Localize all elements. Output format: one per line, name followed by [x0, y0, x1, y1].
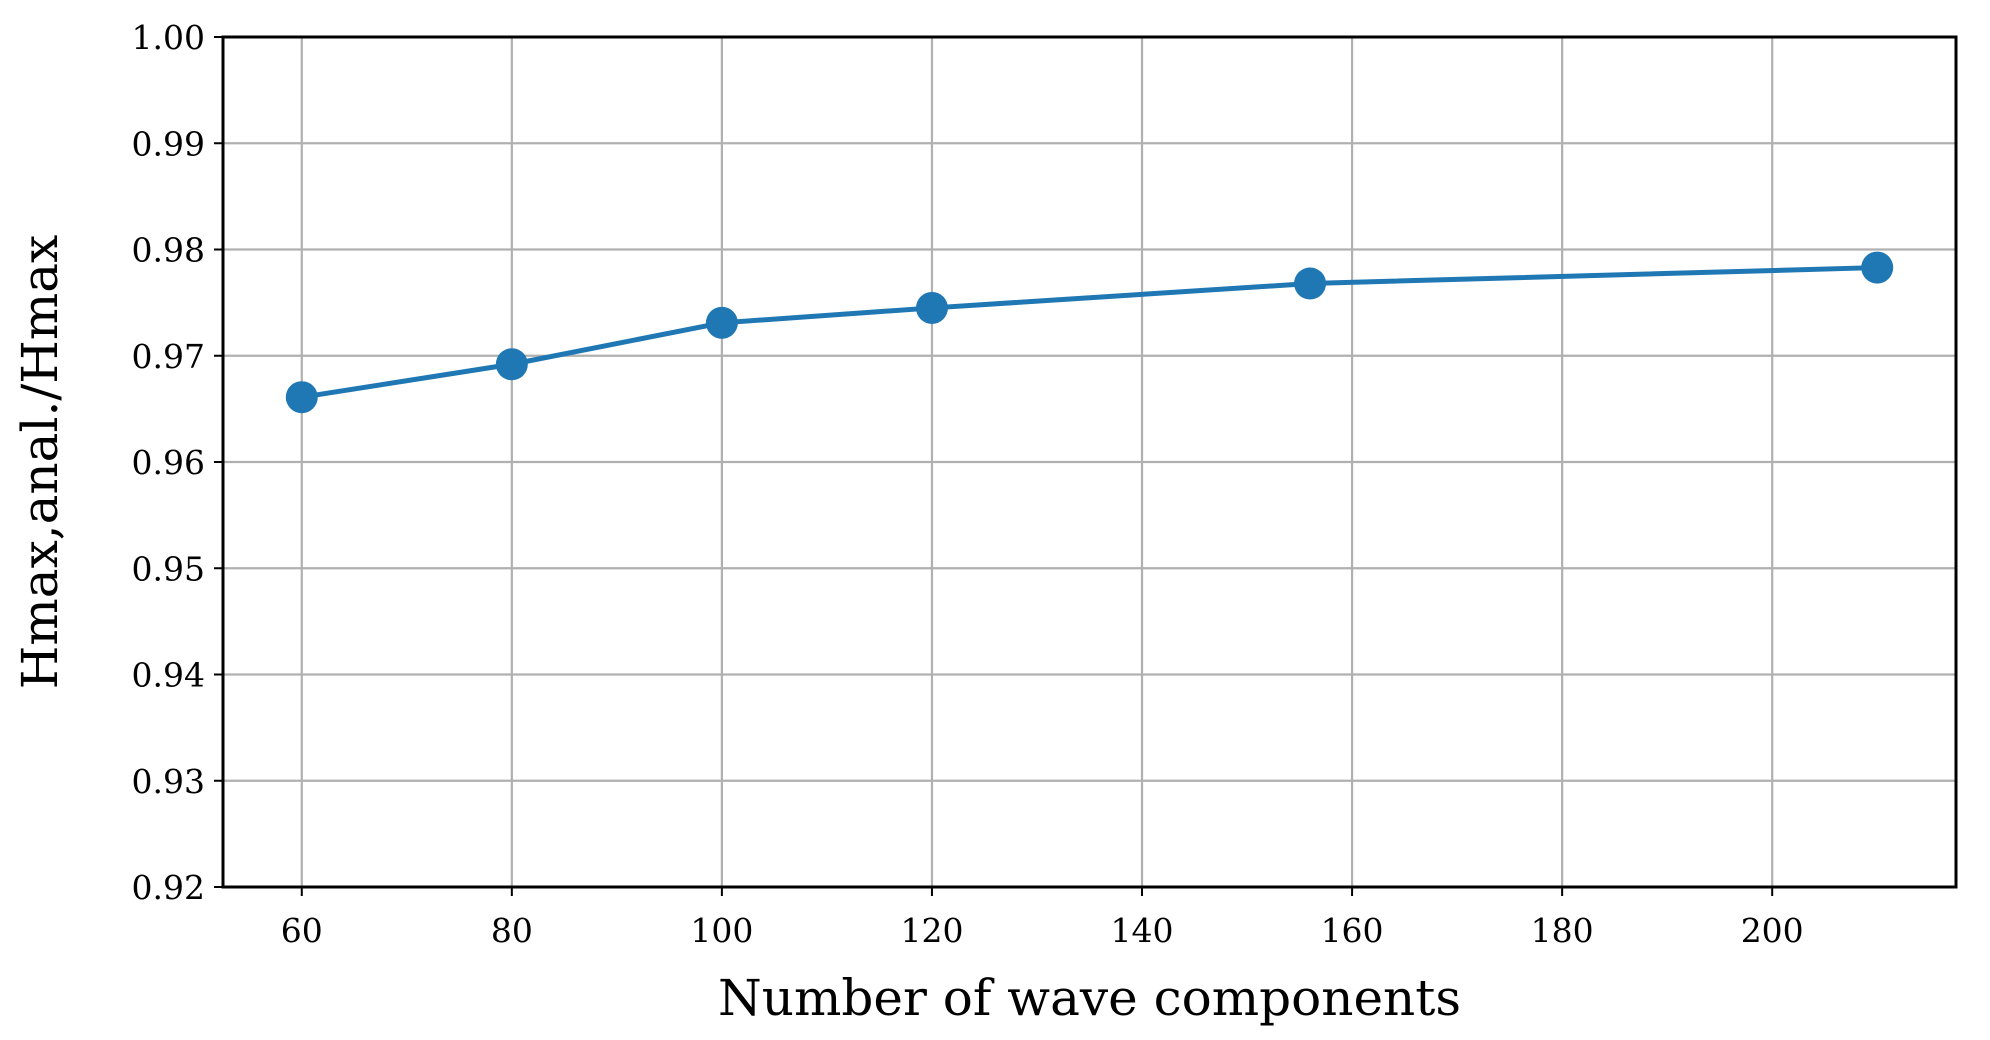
x-tick-label: 160 [1321, 911, 1384, 950]
y-tick-label: 0.92 [132, 868, 205, 907]
x-tick-label: 100 [690, 911, 753, 950]
x-tick-label: 140 [1111, 911, 1174, 950]
y-tick-label: 1.00 [132, 18, 205, 57]
data-point [1294, 267, 1327, 300]
x-tick-label: 80 [491, 911, 533, 950]
y-tick-label: 0.93 [132, 762, 205, 801]
data-series [285, 251, 1894, 414]
y-tick-label: 0.97 [132, 337, 205, 376]
data-point [915, 291, 948, 324]
y-tick-label: 0.95 [132, 549, 205, 588]
x-axis-label: Number of wave components [718, 969, 1461, 1027]
series-line [299, 265, 1880, 400]
plot-frame [221, 35, 1958, 889]
x-tick-label: 120 [900, 911, 963, 950]
tick-labels: 60 80 100 120 140 160 180 200 0.92 0.93 0.94 0.95 0.… [132, 18, 1804, 950]
y-tick-label: 0.96 [132, 443, 205, 482]
x-tick-label: 180 [1531, 911, 1594, 950]
y-tick-label: 0.99 [132, 124, 205, 163]
x-tick-label: 200 [1741, 911, 1804, 950]
data-point [285, 381, 318, 414]
data-point [1861, 251, 1894, 284]
y-tick-label: 0.94 [132, 656, 205, 695]
y-axis-label: Hmax,anal./Hmax [11, 235, 69, 690]
x-tick-label: 60 [281, 911, 323, 950]
data-point [705, 306, 738, 339]
data-point [495, 348, 528, 381]
axis-ticks [214, 36, 1774, 896]
y-tick-label: 0.98 [132, 231, 205, 270]
grid-lines [223, 35, 1956, 889]
